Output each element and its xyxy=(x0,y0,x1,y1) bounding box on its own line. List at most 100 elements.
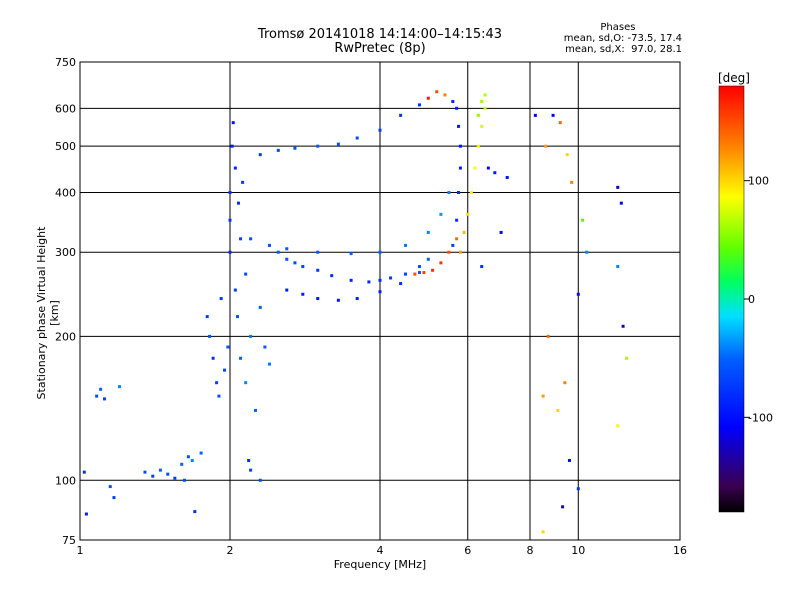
data-point xyxy=(469,190,473,194)
data-point xyxy=(451,100,455,104)
data-point xyxy=(217,394,221,398)
data-point xyxy=(551,113,555,117)
data-point xyxy=(426,96,430,100)
data-point xyxy=(276,250,280,254)
data-point xyxy=(563,381,567,385)
data-point xyxy=(82,470,86,474)
data-point xyxy=(378,128,382,132)
data-point xyxy=(451,243,455,247)
data-point xyxy=(576,487,580,491)
data-point xyxy=(457,190,461,194)
phases-x-stats: mean, sd,X: 97.0, 28.1 xyxy=(565,44,682,55)
data-point xyxy=(267,362,271,366)
plot-frame xyxy=(79,61,681,541)
data-point xyxy=(570,180,574,184)
data-point xyxy=(84,512,88,516)
data-point xyxy=(544,144,548,148)
data-point xyxy=(241,180,245,184)
data-point xyxy=(180,462,184,466)
data-point xyxy=(285,288,289,292)
y-tick-label: 200 xyxy=(55,330,76,343)
data-point xyxy=(230,144,234,148)
y-axis-label: Stationary phase Virtual Height [km] xyxy=(35,226,61,400)
data-point xyxy=(108,485,112,489)
data-point xyxy=(143,470,147,474)
data-point xyxy=(458,144,462,148)
data-point xyxy=(447,250,451,254)
data-point xyxy=(458,166,462,170)
data-point xyxy=(233,166,237,170)
data-point xyxy=(190,458,194,462)
data-point xyxy=(301,265,305,269)
data-point xyxy=(267,243,271,247)
data-point xyxy=(258,478,262,482)
data-point xyxy=(316,297,320,301)
data-point xyxy=(117,385,121,389)
x-tick-label: 8 xyxy=(527,544,534,557)
data-point xyxy=(99,387,103,391)
data-point xyxy=(186,455,190,459)
data-point xyxy=(439,212,443,216)
data-point xyxy=(316,144,320,148)
data-point xyxy=(316,268,320,272)
data-point xyxy=(455,237,459,241)
chart-subtitle: RwPretec (8p) xyxy=(334,41,426,56)
data-point xyxy=(435,90,439,94)
data-point xyxy=(413,272,417,276)
x-tick-label: 10 xyxy=(571,544,585,557)
x-tick-label: 16 xyxy=(673,544,687,557)
data-point xyxy=(505,175,509,179)
data-point xyxy=(293,146,297,150)
colorbar-ticks: 100 0 -100 xyxy=(744,175,773,424)
data-point xyxy=(558,121,562,125)
data-point xyxy=(151,474,155,478)
x-axis-label: Frequency [MHz] xyxy=(333,558,427,571)
data-point xyxy=(455,106,459,110)
data-point xyxy=(556,408,560,412)
data-points xyxy=(82,90,629,534)
data-point xyxy=(231,121,235,125)
phases-o-stats: mean, sd,O: -73.5, 17.4 xyxy=(563,33,682,44)
y-tick-label: 300 xyxy=(55,246,76,259)
data-point xyxy=(480,124,484,128)
data-point xyxy=(219,297,223,301)
data-point xyxy=(253,408,257,412)
colorbar-tick-label: 100 xyxy=(748,175,769,188)
colorbar-tick-label: -100 xyxy=(748,411,773,424)
colorbar xyxy=(718,85,745,513)
data-point xyxy=(233,288,237,292)
data-point xyxy=(399,282,403,286)
data-point xyxy=(211,356,215,360)
y-tick-label: 600 xyxy=(55,102,76,115)
data-point xyxy=(166,472,170,476)
data-point xyxy=(258,153,262,157)
data-point xyxy=(403,243,407,247)
data-point xyxy=(112,496,116,500)
data-point xyxy=(244,272,248,276)
x-tick-label: 2 xyxy=(227,544,234,557)
data-point xyxy=(249,468,253,472)
x-tick-label: 4 xyxy=(377,544,384,557)
data-point xyxy=(378,278,382,282)
data-point xyxy=(567,458,571,462)
data-point xyxy=(499,230,503,234)
x-tick-label: 6 xyxy=(464,544,471,557)
data-point xyxy=(399,113,403,117)
phases-stats: Phases mean, sd,O: -73.5, 17.4 mean, sd,… xyxy=(564,22,682,55)
data-point xyxy=(336,298,340,302)
data-point xyxy=(355,297,359,301)
data-point xyxy=(228,250,232,254)
data-point xyxy=(476,113,480,117)
data-point xyxy=(585,250,589,254)
data-point xyxy=(486,166,490,170)
data-point xyxy=(158,468,162,472)
data-point xyxy=(480,265,484,269)
data-point xyxy=(239,356,243,360)
data-point xyxy=(389,276,393,280)
data-point xyxy=(616,265,620,269)
data-point xyxy=(173,476,177,480)
data-point xyxy=(226,345,230,349)
data-point xyxy=(417,265,421,269)
data-point xyxy=(541,530,545,534)
